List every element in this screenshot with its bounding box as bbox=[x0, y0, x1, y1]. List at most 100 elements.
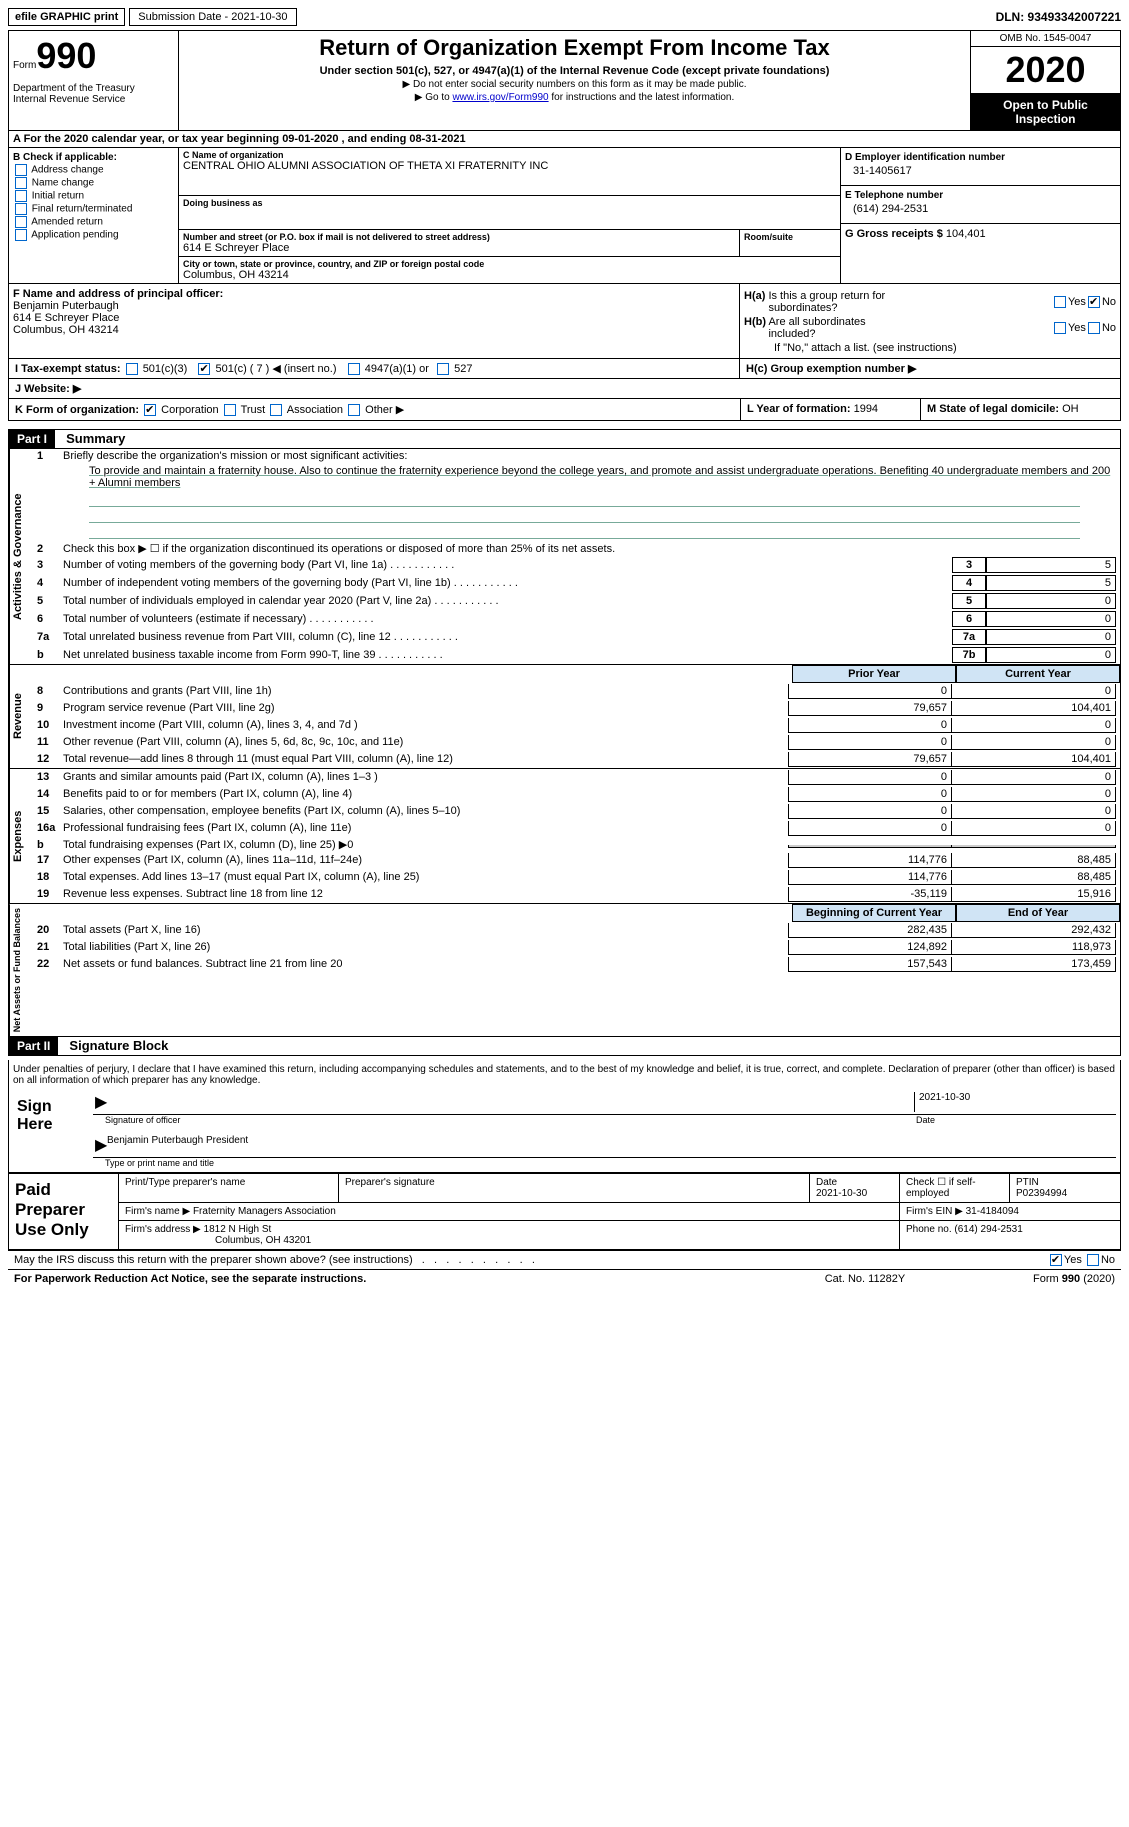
f-name: Benjamin Puterbaugh bbox=[13, 300, 735, 312]
cb-trust[interactable] bbox=[224, 404, 236, 416]
l6-txt: Total number of volunteers (estimate if … bbox=[63, 613, 952, 625]
ha-no-cb[interactable] bbox=[1088, 296, 1100, 308]
l16a-txt: Professional fundraising fees (Part IX, … bbox=[63, 822, 788, 834]
l20-pv: 282,435 bbox=[788, 923, 952, 938]
section-b-checkboxes: B Check if applicable: Address change Na… bbox=[9, 148, 179, 283]
submission-date-box: Submission Date - 2021-10-30 bbox=[129, 8, 296, 26]
sig-name-lbl: Type or print name and title bbox=[105, 1158, 214, 1168]
cb-address-change[interactable] bbox=[15, 164, 27, 176]
prep-selfemp: Check ☐ if self-employed bbox=[900, 1174, 1010, 1202]
l20-cv: 292,432 bbox=[952, 923, 1116, 938]
section-k-form-org: K Form of organization: Corporation Trus… bbox=[9, 399, 740, 420]
e-phone-lbl: E Telephone number bbox=[845, 190, 1116, 201]
dept-label: Department of the Treasury Internal Reve… bbox=[13, 83, 174, 105]
sig-name-val: Benjamin Puterbaugh President bbox=[107, 1135, 1114, 1155]
l4-val: 5 bbox=[986, 575, 1116, 591]
cb-other[interactable] bbox=[348, 404, 360, 416]
l7a-txt: Total unrelated business revenue from Pa… bbox=[63, 631, 952, 643]
section-f-officer: F Name and address of principal officer:… bbox=[9, 284, 740, 358]
cb-501c[interactable] bbox=[198, 363, 210, 375]
cb-corp[interactable] bbox=[144, 404, 156, 416]
note-goto-post: for instructions and the latest informat… bbox=[549, 92, 735, 103]
l7b-txt: Net unrelated business taxable income fr… bbox=[63, 649, 952, 661]
l16a-cv: 0 bbox=[952, 821, 1116, 836]
part-ii-title: Signature Block bbox=[61, 1036, 176, 1055]
l15-pv: 0 bbox=[788, 804, 952, 819]
l10-txt: Investment income (Part VIII, column (A)… bbox=[63, 719, 788, 731]
l21-cv: 118,973 bbox=[952, 940, 1116, 955]
sig-declaration: Under penalties of perjury, I declare th… bbox=[13, 1064, 1116, 1086]
cb-527[interactable] bbox=[437, 363, 449, 375]
cb-app-pending[interactable] bbox=[15, 229, 27, 241]
l12-pv: 79,657 bbox=[788, 752, 952, 767]
l17-pv: 114,776 bbox=[788, 853, 952, 868]
l18-cv: 88,485 bbox=[952, 870, 1116, 885]
c-name-lbl: C Name of organization bbox=[183, 150, 836, 160]
cb-name-change[interactable] bbox=[15, 177, 27, 189]
l7a-num: 7a bbox=[952, 629, 986, 645]
l22-cv: 173,459 bbox=[952, 957, 1116, 972]
form-ref: Form 990 (2020) bbox=[965, 1273, 1115, 1285]
efile-print-button[interactable]: efile GRAPHIC print bbox=[8, 8, 125, 26]
l19-txt: Revenue less expenses. Subtract line 18 … bbox=[63, 888, 788, 900]
l6-val: 0 bbox=[986, 611, 1116, 627]
section-i-tax-status: I Tax-exempt status: 501(c)(3) 501(c) ( … bbox=[9, 359, 740, 378]
l18-pv: 114,776 bbox=[788, 870, 952, 885]
sig-date-val: 2021-10-30 bbox=[914, 1092, 1114, 1112]
l12-txt: Total revenue—add lines 8 through 11 (mu… bbox=[63, 753, 788, 765]
l3-num: 3 bbox=[952, 557, 986, 573]
f-addr2: Columbus, OH 43214 bbox=[13, 324, 735, 336]
tax-year: 2020 bbox=[971, 47, 1120, 94]
l17-txt: Other expenses (Part IX, column (A), lin… bbox=[63, 854, 788, 866]
irs-link[interactable]: www.irs.gov/Form990 bbox=[452, 92, 548, 103]
cb-501c3[interactable] bbox=[126, 363, 138, 375]
l13-pv: 0 bbox=[788, 770, 952, 785]
l4-txt: Number of independent voting members of … bbox=[63, 577, 952, 589]
discuss-no-cb[interactable] bbox=[1087, 1254, 1099, 1266]
g-gross-val: 104,401 bbox=[946, 228, 986, 240]
prep-date: Date2021-10-30 bbox=[810, 1174, 900, 1202]
l13-cv: 0 bbox=[952, 770, 1116, 785]
hb-note: If "No," attach a list. (see instruction… bbox=[744, 342, 1116, 354]
sig-officer-lbl: Signature of officer bbox=[105, 1115, 916, 1125]
cb-initial-return[interactable] bbox=[15, 190, 27, 202]
discuss-yes-cb[interactable] bbox=[1050, 1254, 1062, 1266]
l16b-cv bbox=[952, 845, 1116, 848]
prep-ptin: PTINP02394994 bbox=[1010, 1174, 1120, 1202]
l3-val: 5 bbox=[986, 557, 1116, 573]
l5-val: 0 bbox=[986, 593, 1116, 609]
ha-yes-cb[interactable] bbox=[1054, 296, 1066, 308]
blank-line bbox=[89, 509, 1080, 523]
section-j-website: J Website: ▶ bbox=[8, 379, 1121, 399]
l7a-val: 0 bbox=[986, 629, 1116, 645]
l6-num: 6 bbox=[952, 611, 986, 627]
arrow-icon: ▶ bbox=[95, 1092, 107, 1112]
sign-here-label: Sign Here bbox=[13, 1090, 93, 1168]
hb-no-cb[interactable] bbox=[1088, 322, 1100, 334]
l19-pv: -35,119 bbox=[788, 887, 952, 902]
l17-cv: 88,485 bbox=[952, 853, 1116, 868]
prep-sig-hdr: Preparer's signature bbox=[339, 1174, 810, 1202]
l21-pv: 124,892 bbox=[788, 940, 952, 955]
e-phone-val: (614) 294-2531 bbox=[845, 203, 1116, 215]
part-ii-hdr: Part II bbox=[9, 1037, 58, 1055]
cb-4947[interactable] bbox=[348, 363, 360, 375]
pra-notice: For Paperwork Reduction Act Notice, see … bbox=[14, 1273, 765, 1285]
l20-txt: Total assets (Part X, line 16) bbox=[63, 924, 788, 936]
paid-preparer-label: Paid Preparer Use Only bbox=[9, 1174, 119, 1249]
l16b-txt: Total fundraising expenses (Part IX, col… bbox=[63, 838, 788, 851]
firm-addr: Firm's address ▶ 1812 N High StColumbus,… bbox=[119, 1221, 900, 1249]
cb-amended-return[interactable] bbox=[15, 216, 27, 228]
l14-cv: 0 bbox=[952, 787, 1116, 802]
hb-yes-cb[interactable] bbox=[1054, 322, 1066, 334]
vtab-revenue: Revenue bbox=[9, 665, 33, 768]
l8-pv: 0 bbox=[788, 684, 952, 699]
blank-line bbox=[89, 525, 1080, 539]
l1-lbl: Briefly describe the organization's miss… bbox=[63, 450, 1116, 462]
firm-name: Firm's name ▶ Fraternity Managers Associ… bbox=[119, 1203, 900, 1220]
firm-ein: Firm's EIN ▶ 31-4184094 bbox=[900, 1203, 1120, 1220]
cb-final-return[interactable] bbox=[15, 203, 27, 215]
l14-pv: 0 bbox=[788, 787, 952, 802]
current-year-hdr: Current Year bbox=[956, 665, 1120, 683]
cb-assoc[interactable] bbox=[270, 404, 282, 416]
